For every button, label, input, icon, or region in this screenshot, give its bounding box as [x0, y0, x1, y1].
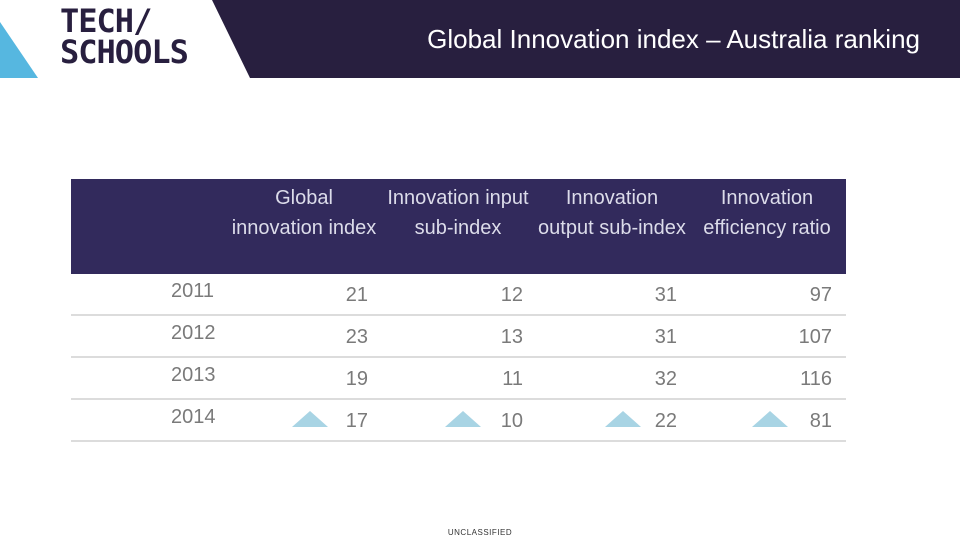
table-row: 2011 21 12 31 97: [71, 274, 846, 316]
table-cell: 19: [345, 368, 368, 390]
table-cell: 17: [345, 410, 368, 432]
column-header-global: Global innovation index: [231, 187, 377, 239]
table-cell: 22: [654, 410, 677, 432]
logo-wordmark: TECH/ SCHOOLS: [60, 2, 189, 71]
table-cell: 12: [500, 284, 523, 306]
table-cell: 31: [654, 326, 677, 348]
row-year: 2011: [171, 280, 215, 302]
ranking-table: Global innovation index Innovation input…: [71, 179, 846, 442]
row-year: 2012: [171, 322, 216, 344]
logo-line-tech: TECH/: [60, 2, 152, 40]
table-row: 2014 17 10 22 81: [71, 400, 846, 442]
logo: TECH/ SCHOOLS: [0, 0, 250, 78]
table-row: 2012 23 13 31 107: [71, 316, 846, 358]
rank-up-triangle-icon: [752, 411, 788, 427]
table-cell: 23: [345, 326, 368, 348]
table-cell: 10: [500, 410, 523, 432]
table-cell: 31: [654, 284, 677, 306]
table-cell: 21: [345, 284, 368, 306]
row-year: 2013: [171, 364, 216, 386]
table-cell: 32: [654, 368, 677, 390]
rank-up-triangle-icon: [605, 411, 641, 427]
row-year: 2014: [171, 406, 216, 428]
column-header-input: Innovation input sub-index: [387, 187, 529, 239]
logo-shape: [0, 0, 250, 78]
table-cell: 97: [809, 284, 832, 306]
table-header: Global innovation index Innovation input…: [71, 179, 846, 274]
table-cell: 107: [798, 326, 832, 348]
classification-label: UNCLASSIFIED: [447, 528, 513, 537]
rank-up-triangle-icon: [445, 411, 481, 427]
table-cell: 81: [809, 410, 832, 432]
table-body: 2011 21 12 31 97 2012 23 13 31 107 2013 19 11 32 116 20…: [71, 274, 846, 442]
table-cell: 13: [500, 326, 523, 348]
table-cell: 11: [502, 368, 523, 390]
column-header-output: Innovation output sub-index: [538, 187, 686, 239]
header-bar: TECH/ SCHOOLS Global Innovation index – …: [0, 0, 960, 78]
rank-up-triangle-icon: [292, 411, 328, 427]
table-row: 2013 19 11 32 116: [71, 358, 846, 400]
column-header-efficiency: Innovation efficiency ratio: [703, 187, 831, 239]
page-title: Global Innovation index – Australia rank…: [427, 23, 920, 54]
logo-line-schools: SCHOOLS: [60, 33, 189, 71]
table-cell: 116: [800, 368, 832, 390]
